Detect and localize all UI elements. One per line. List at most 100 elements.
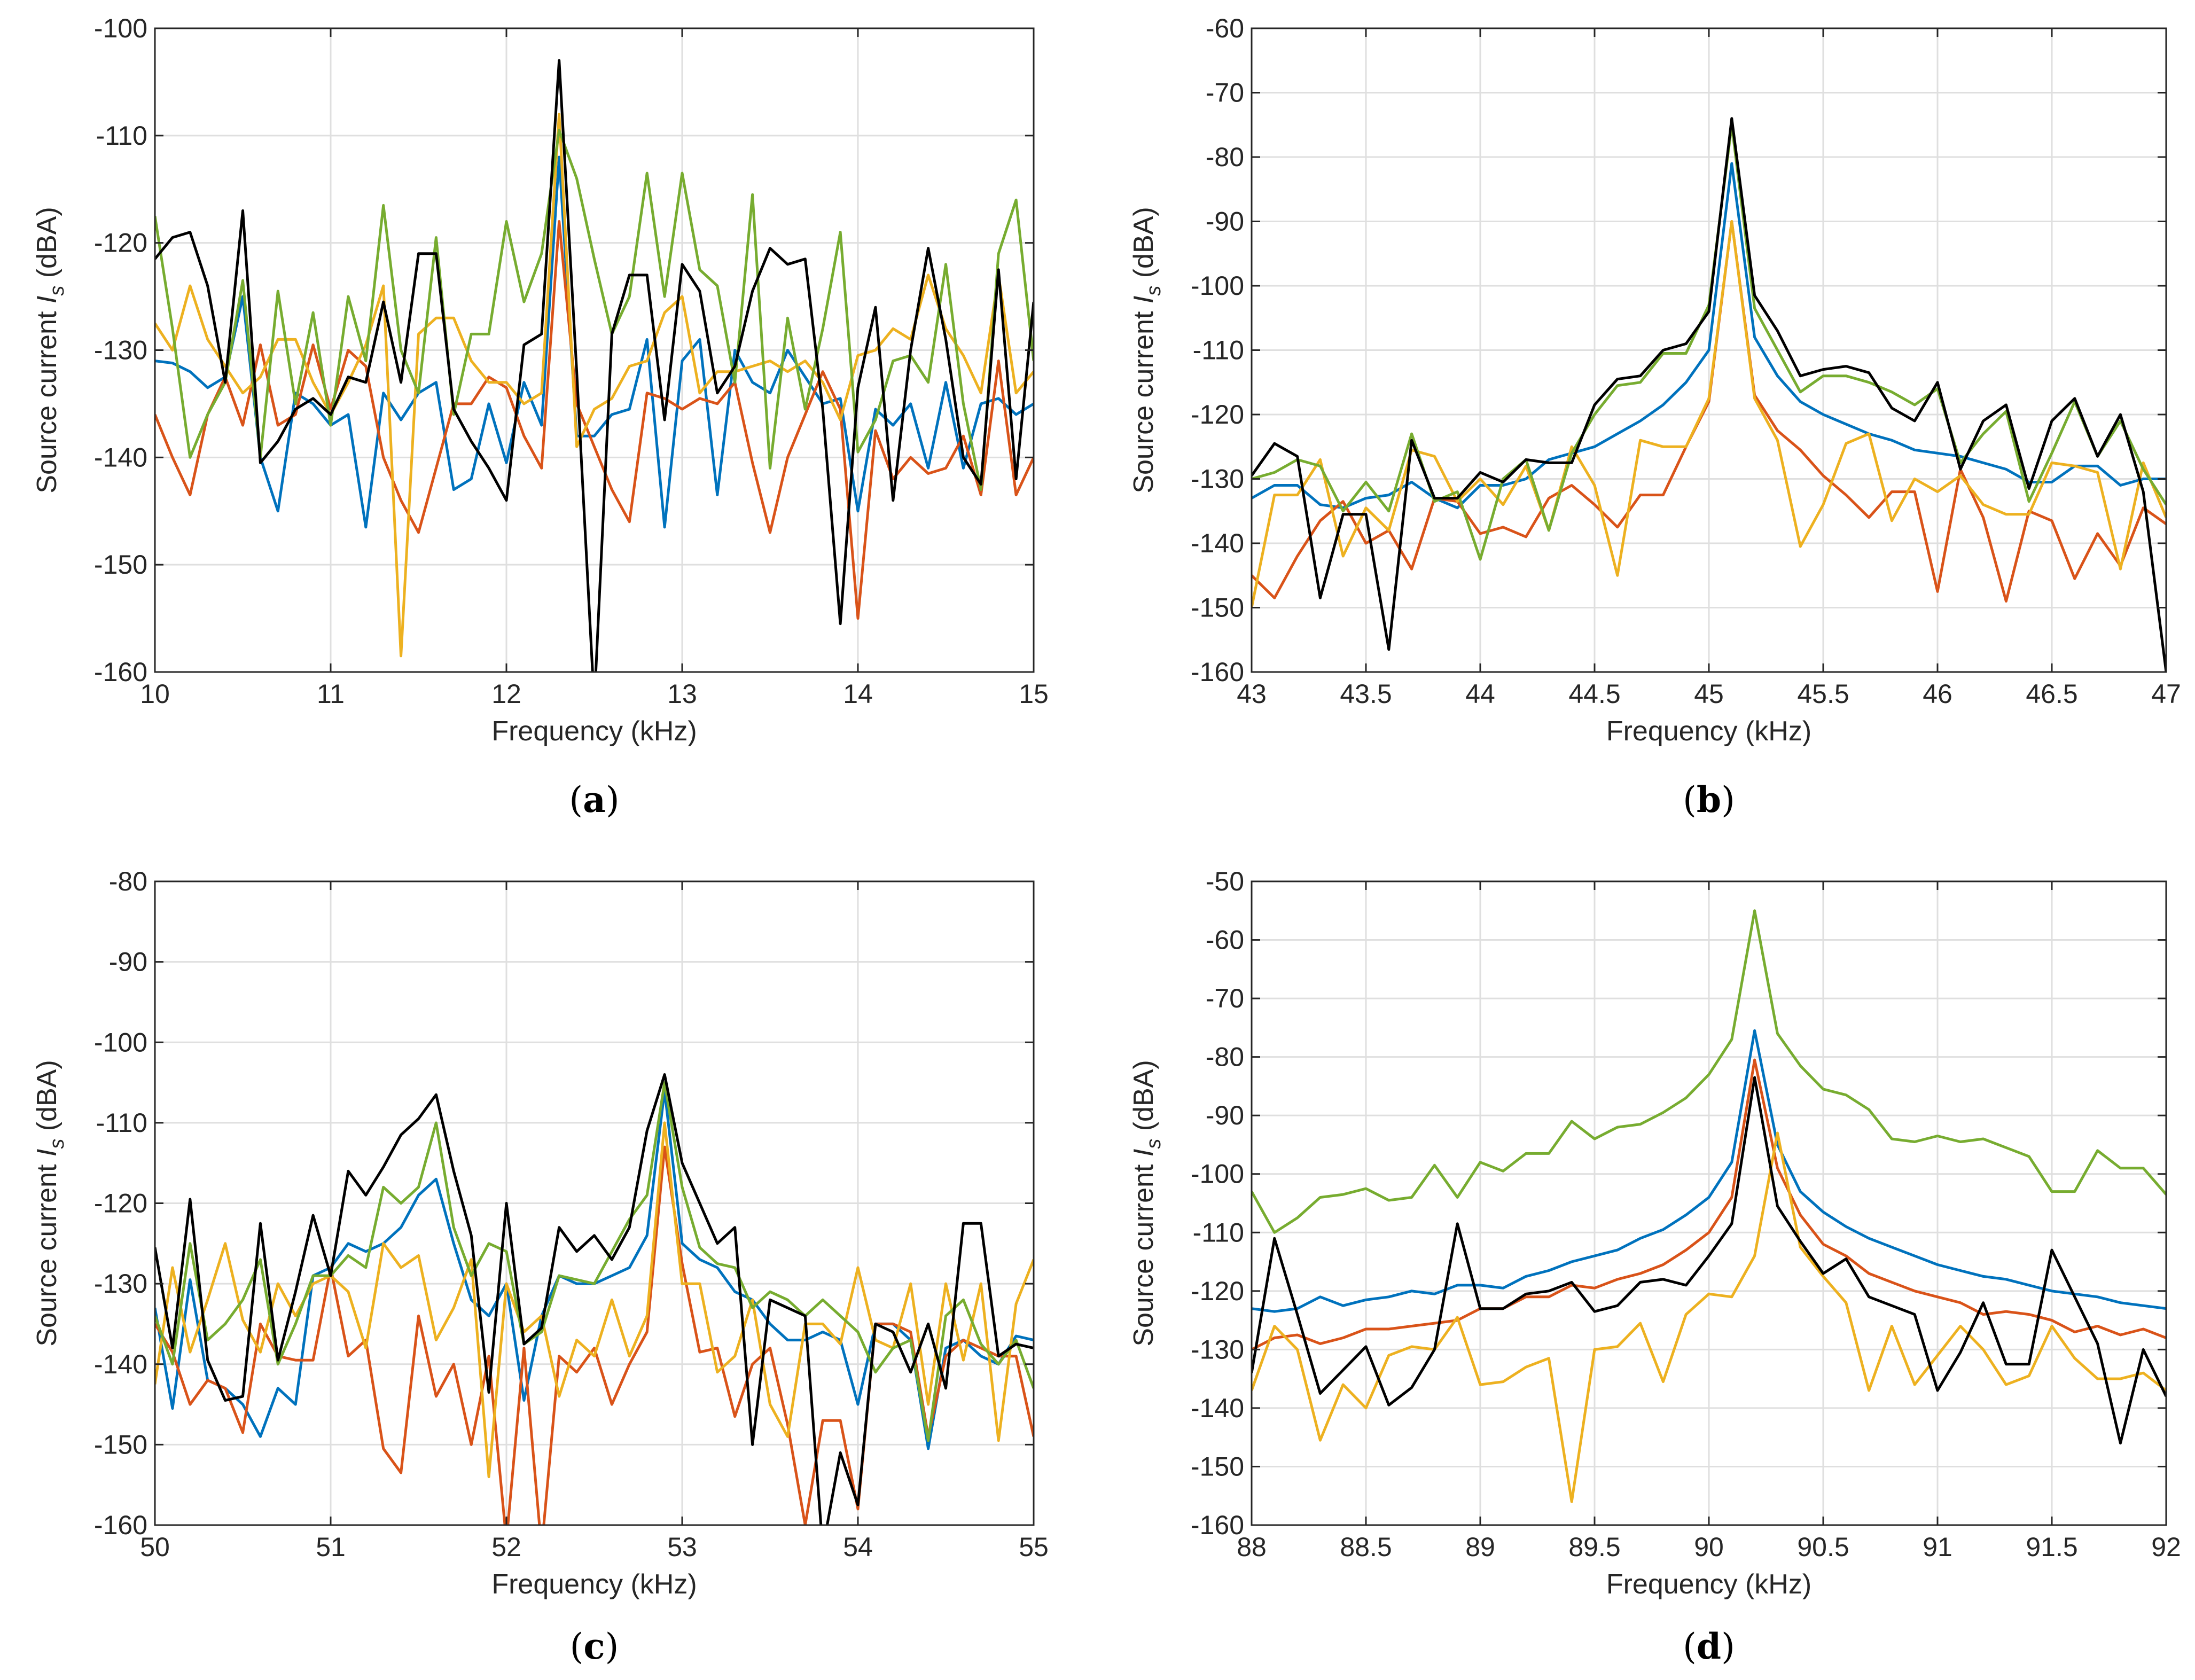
caption-open-paren: ( <box>569 779 583 821</box>
y-tick-label: -80 <box>1206 1042 1244 1072</box>
y-axis-label-subscript: s <box>1143 1139 1165 1149</box>
x-tick-label: 54 <box>843 1532 873 1562</box>
y-axis-label-unit: (dBA) <box>32 207 63 285</box>
y-tick-label: -110 <box>96 121 147 151</box>
x-tick-label: 44 <box>1465 679 1495 709</box>
x-tick-label: 13 <box>667 679 697 709</box>
x-tick-label: 44.5 <box>1568 679 1620 709</box>
y-axis-label-text: Source current <box>32 303 63 494</box>
y-tick-label: -130 <box>94 335 147 365</box>
y-tick-label: -120 <box>1191 1276 1244 1306</box>
panel-caption: (c) <box>570 1626 619 1667</box>
y-axis-label-subscript: s <box>46 286 68 296</box>
y-tick-label: -150 <box>1191 1451 1244 1481</box>
panel-a: 10 11 12 13 14 15 -160 -150 -140 -130 -120 -110 -100… <box>32 13 1049 821</box>
series-line-red <box>1252 220 2166 603</box>
series-line-black <box>155 59 1034 672</box>
y-tick-label: -150 <box>94 1429 147 1459</box>
series-line-black <box>1252 117 2166 672</box>
x-axis-label: Frequency (kHz) <box>491 1569 697 1600</box>
series-line-black <box>155 1073 1034 1525</box>
caption-close-paren: ) <box>1721 1626 1735 1667</box>
y-tick-label: -140 <box>94 442 147 472</box>
caption-letter: a <box>583 779 606 821</box>
y-tick-label: -110 <box>1193 335 1244 365</box>
y-axis-label-unit: (dBA) <box>1128 207 1159 285</box>
y-axis-label-variable: I <box>32 296 63 303</box>
y-axis-label-subscript: s <box>46 1139 68 1149</box>
x-axis-label: Frequency (kHz) <box>1606 1569 1811 1600</box>
series-line-red <box>1252 1058 2166 1351</box>
y-tick-label: -120 <box>1191 400 1244 429</box>
x-tick-label: 53 <box>667 1532 697 1562</box>
y-tick-label: -140 <box>1191 528 1244 558</box>
y-tick-label: -110 <box>1193 1217 1244 1247</box>
panel-caption: (d) <box>1683 1626 1735 1667</box>
x-tick-label: 92 <box>2151 1532 2181 1562</box>
series-line-blue <box>1252 1029 2166 1313</box>
x-axis-label: Frequency (kHz) <box>491 716 697 747</box>
y-axis-label: Source current Is (dBA) <box>32 1060 68 1346</box>
y-axis-label: Source current Is (dBA) <box>1128 207 1165 493</box>
y-tick-label: -160 <box>94 657 147 687</box>
y-tick-label: -100 <box>1191 1159 1244 1189</box>
y-tick-label: -140 <box>1191 1393 1244 1423</box>
panel-c: 50 51 52 53 54 55 -160 -150 -140 -130 -120 -110 -100… <box>32 866 1049 1667</box>
series-line-blue <box>1252 162 2166 510</box>
panel-caption: (b) <box>1683 779 1735 821</box>
x-tick-label: 47 <box>2151 679 2181 709</box>
y-tick-label: -150 <box>1191 593 1244 623</box>
caption-letter: d <box>1697 1626 1721 1667</box>
y-axis-label-text: Source current <box>1128 1157 1159 1347</box>
caption-letter: c <box>583 1626 605 1667</box>
caption-open-paren: ( <box>570 1626 584 1667</box>
x-tick-label: 91 <box>1923 1532 1952 1562</box>
y-axis-label: Source current Is (dBA) <box>1128 1060 1165 1346</box>
x-tick-label: 15 <box>1019 679 1049 709</box>
series-line-yellow <box>155 113 1034 658</box>
y-tick-label: -120 <box>94 1189 147 1218</box>
y-tick-label: -150 <box>94 550 147 580</box>
y-tick-label: -90 <box>109 947 147 977</box>
y-axis-label-text: Source current <box>32 1157 63 1347</box>
x-tick-label: 88.5 <box>1340 1532 1392 1562</box>
y-tick-label: -60 <box>1206 925 1244 955</box>
x-tick-label: 14 <box>843 679 873 709</box>
y-axis-label-unit: (dBA) <box>32 1060 63 1138</box>
caption-open-paren: ( <box>1683 779 1697 821</box>
y-tick-label: -130 <box>1191 464 1244 494</box>
x-tick-label: 51 <box>316 1532 346 1562</box>
y-tick-label: -160 <box>1191 1510 1244 1540</box>
series-line-green <box>155 1081 1034 1442</box>
y-tick-label: -90 <box>1206 207 1244 237</box>
series-line-red <box>155 220 1034 620</box>
x-axis-label: Frequency (kHz) <box>1606 716 1811 747</box>
x-tick-label: 89 <box>1465 1532 1495 1562</box>
caption-open-paren: ( <box>1683 1626 1697 1667</box>
y-axis-label-subscript: s <box>1143 286 1165 296</box>
y-axis-label-variable: I <box>32 1149 63 1157</box>
x-tick-label: 10 <box>140 679 170 709</box>
y-axis-label: Source current Is (dBA) <box>32 207 68 493</box>
y-tick-label: -90 <box>1206 1100 1244 1130</box>
y-axis-label-unit: (dBA) <box>1128 1060 1159 1138</box>
caption-close-paren: ) <box>606 779 620 821</box>
x-tick-label: 11 <box>317 679 345 709</box>
x-tick-label: 45 <box>1694 679 1724 709</box>
panel-b: 43 43.5 44 44.5 45 45.5 46 46.5 47 -160 -150 -140 -1… <box>1128 13 2181 821</box>
y-axis-label-text: Source current <box>1128 303 1159 494</box>
panel-d: 88 88.5 89 89.5 90 90.5 91 91.5 92 -160 -150 -140 -1… <box>1128 866 2181 1667</box>
x-tick-label: 89.5 <box>1568 1532 1620 1562</box>
x-tick-label: 55 <box>1019 1532 1049 1562</box>
x-tick-label: 45.5 <box>1797 679 1849 709</box>
y-tick-label: -160 <box>94 1510 147 1540</box>
x-tick-label: 46.5 <box>2026 679 2077 709</box>
series-line-yellow <box>1252 220 2166 608</box>
y-tick-label: -70 <box>1206 78 1244 108</box>
y-tick-label: -120 <box>94 228 147 258</box>
y-tick-label: -50 <box>1206 866 1244 896</box>
x-tick-label: 90.5 <box>1797 1532 1849 1562</box>
caption-letter: b <box>1697 779 1721 821</box>
caption-close-paren: ) <box>605 1626 619 1667</box>
